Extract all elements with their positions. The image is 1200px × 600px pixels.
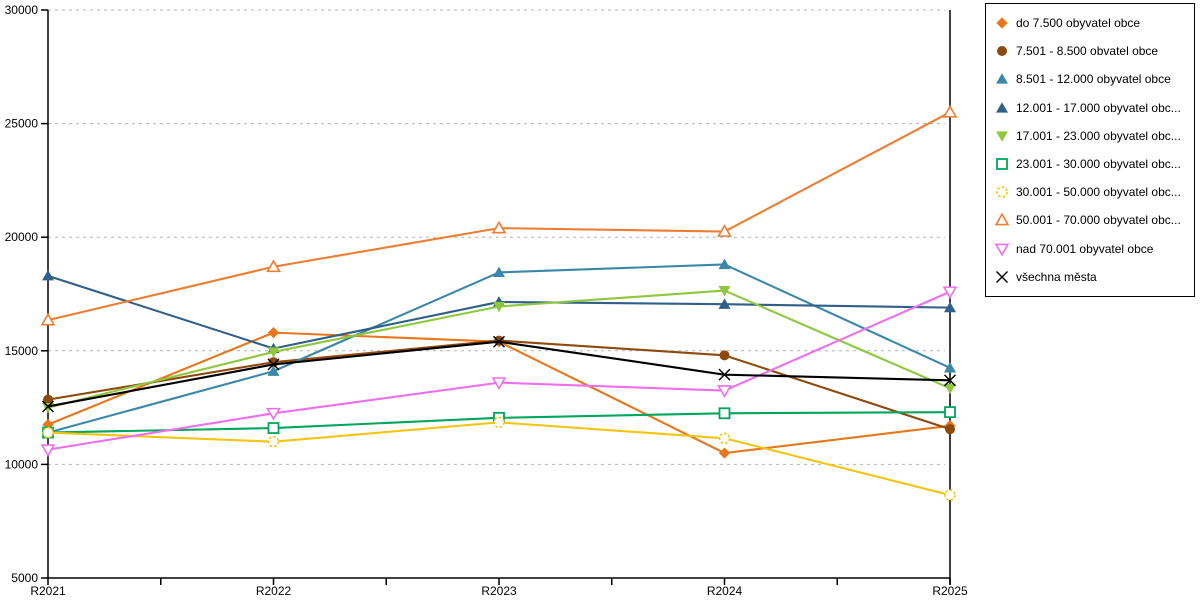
legend-item-5: 17.001 - 23.000 obyvatel obc... (986, 122, 1194, 150)
legend-item-label: 7.501 - 8.500 obvatel obce (1016, 44, 1159, 59)
triangle-down-marker-icon (994, 243, 1010, 256)
data-point-marker (718, 258, 731, 270)
data-point-marker (42, 270, 54, 281)
data-point-marker (493, 266, 505, 278)
x-tick-label: R2023 (481, 584, 517, 598)
legend-item-4: 12.001 - 17.000 obyvatel obc... (986, 94, 1194, 122)
legend-item-2: 7.501 - 8.500 obvatel obce (986, 37, 1194, 65)
data-point-marker (267, 327, 280, 339)
series-7 (42, 416, 956, 501)
legend-item-6: 23.001 - 30.000 obyvatel obc... (986, 150, 1194, 178)
data-point-marker (43, 394, 53, 405)
data-point-marker (493, 416, 505, 429)
data-point-marker (944, 301, 956, 313)
square-marker-icon (996, 158, 1008, 170)
x-tick-label: R2022 (256, 584, 292, 598)
series-9 (40, 286, 958, 458)
data-point-marker (718, 368, 731, 381)
data-point-marker (718, 432, 731, 445)
data-point-marker (493, 301, 505, 313)
gridlines (48, 9, 945, 465)
x-marker-icon (996, 270, 1008, 283)
data-point-marker (718, 285, 731, 297)
triangle-down-marker-icon (996, 131, 1008, 142)
legend-item-8: 50.001 - 70.000 obyvatel obc... (986, 206, 1194, 234)
data-point-marker (944, 362, 956, 373)
data-point-marker (40, 312, 56, 326)
data-point-marker (717, 224, 732, 237)
y-tick-label: 30000 (5, 3, 39, 17)
triangle-up-marker-icon (996, 73, 1008, 85)
legend-item-label: 8.501 - 12.000 obyvatel obce (1016, 72, 1171, 87)
y-tick-label: 25000 (5, 117, 39, 131)
triangle-up-marker-icon (996, 101, 1008, 113)
data-point-marker (717, 385, 732, 398)
data-point-marker (42, 400, 54, 413)
data-point-marker (42, 403, 54, 414)
data-point-marker (942, 286, 958, 300)
data-point-marker (944, 406, 956, 419)
data-point-marker (944, 383, 956, 395)
legend-item-3: 8.501 - 12.000 obyvatel obce (986, 65, 1194, 93)
data-point-marker (266, 259, 281, 273)
legend: do 7.500 obyvatel obce 7.501 - 8.500 obva… (985, 3, 1195, 297)
legend-item-label: všechna města (1016, 269, 1097, 284)
diamond-marker-icon (996, 17, 1008, 29)
data-point-marker (40, 444, 56, 458)
series-2 (43, 335, 955, 435)
data-point-marker (718, 447, 731, 459)
legend-item-9: nad 70.001 obyvatel obce (986, 235, 1194, 263)
data-point-marker (944, 489, 956, 501)
x-tick-label: R2024 (707, 584, 743, 598)
legend-item-label: do 7.500 obyvatel obce (1016, 16, 1141, 31)
series-10 (42, 335, 956, 413)
data-point-marker (267, 347, 280, 358)
data-point-marker (491, 377, 507, 391)
series-3 (42, 258, 956, 438)
legend-item-label: 50.001 - 70.000 obyvatel obc... (1016, 213, 1181, 228)
data-point-marker (944, 374, 956, 387)
legend-item-label: 12.001 - 17.000 obyvatel obc... (1016, 100, 1181, 115)
data-point-marker (493, 335, 505, 348)
data-point-marker (718, 298, 731, 309)
data-point-marker (942, 104, 958, 118)
legend-item-label: nad 70.001 obyvatel obce (1016, 241, 1154, 256)
data-point-marker (719, 350, 730, 361)
x-axis-labels: R2021 R2022 R2023 R2024 R2025 (30, 578, 968, 598)
circle-marker-icon (997, 46, 1007, 57)
triangle-up-marker-icon (994, 213, 1010, 226)
x-tick-label: R2025 (932, 584, 968, 598)
data-point-marker (267, 365, 280, 376)
legend-item-label: 30.001 - 50.000 obyvatel obc... (1016, 185, 1181, 200)
data-point-marker (945, 424, 955, 435)
legend-item-1: do 7.500 obyvatel obce (986, 9, 1194, 37)
data-point-marker (267, 422, 280, 434)
y-tick-label: 15000 (5, 344, 39, 358)
y-tick-label: 20000 (5, 230, 39, 244)
circle-marker-icon (996, 186, 1008, 199)
legend-item-10: všechna města (986, 263, 1194, 291)
data-point-marker (42, 426, 54, 439)
data-point-marker (267, 358, 280, 371)
x-tick-label: R2021 (30, 584, 66, 598)
y-tick-label: 5000 (11, 571, 38, 585)
legend-item-label: 23.001 - 30.000 obyvatel obc... (1016, 157, 1181, 172)
legend-item-label: 17.001 - 23.000 obyvatel obc... (1016, 128, 1181, 143)
data-point-marker (491, 220, 507, 234)
data-point-marker (718, 407, 731, 420)
y-tick-label: 10000 (5, 457, 39, 471)
data-point-marker (494, 335, 504, 346)
series-8 (40, 104, 958, 326)
data-point-marker (266, 407, 281, 421)
data-point-marker (267, 435, 280, 448)
y-axis-labels: 5000 10000 15000 20000 25000 30000 (5, 3, 48, 585)
legend-item-7: 30.001 - 50.000 obyvatel obc... (986, 178, 1194, 206)
